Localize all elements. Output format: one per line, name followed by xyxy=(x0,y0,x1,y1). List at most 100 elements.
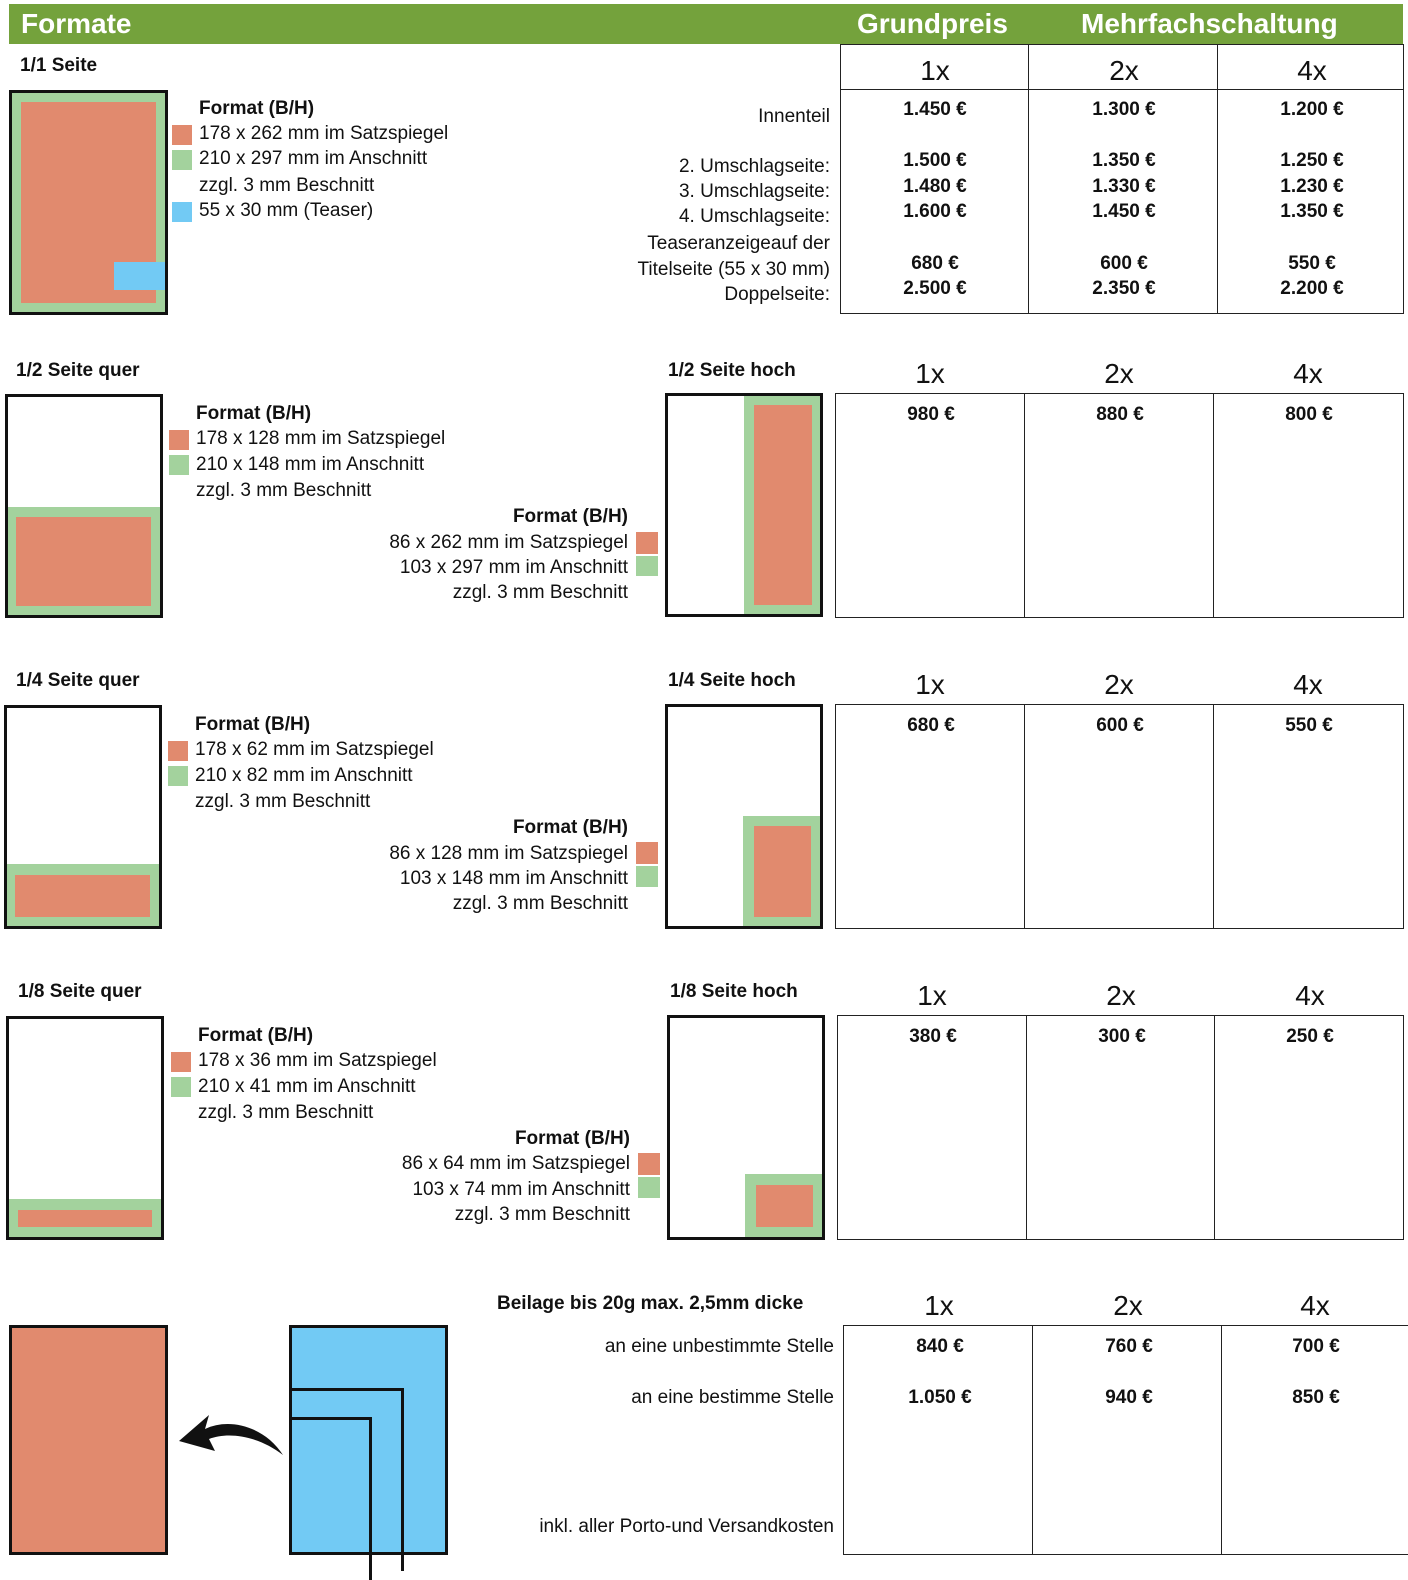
teaser-swatch xyxy=(172,202,192,222)
price-cell: 940 € xyxy=(1105,1387,1153,1408)
price-cell: 1.450 € xyxy=(1092,201,1156,222)
price-cell: 700 € xyxy=(1292,1336,1340,1357)
row-label: 4. Umschlagseite: xyxy=(678,206,830,227)
format-beschnitt: zzgl. 3 mm Beschnitt xyxy=(452,582,628,603)
price-cell: 980 € xyxy=(907,404,955,425)
price-cell: 680 € xyxy=(911,253,959,274)
price-cell: 2.500 € xyxy=(903,278,967,299)
anschnitt-swatch xyxy=(638,1177,660,1198)
col-header-2x: 2x xyxy=(1104,358,1134,389)
header-formate: Formate xyxy=(21,8,132,39)
col-header-1x: 1x xyxy=(917,980,947,1011)
beilage-note: inkl. aller Porto-und Versandkosten xyxy=(539,1516,834,1537)
format-anschnitt: 210 x 297 mm im Anschnitt xyxy=(199,148,428,169)
beilage-row-label: an eine unbestimmte Stelle xyxy=(604,1336,834,1357)
column-divider xyxy=(1026,1016,1027,1239)
page-diagram-1-2-hoch xyxy=(665,393,823,617)
col-header-4x: 4x xyxy=(1293,669,1323,700)
satzspiegel-area xyxy=(754,826,811,917)
format-anschnitt: 103 x 148 mm im Anschnitt xyxy=(399,868,628,889)
row-label: Innenteil xyxy=(758,106,830,127)
price-cell: 2.200 € xyxy=(1280,278,1344,299)
section-title-1-2-quer: 1/2 Seite quer xyxy=(16,360,140,381)
price-cell: 550 € xyxy=(1288,253,1336,274)
section-title-1-4-quer: 1/4 Seite quer xyxy=(16,670,140,691)
format-label: Format (B/H) xyxy=(198,1025,314,1046)
column-divider xyxy=(1032,1326,1033,1554)
col-header-4x: 4x xyxy=(1297,55,1327,86)
col-header-4x: 4x xyxy=(1295,980,1325,1011)
beilage-title: Beilage bis 20g max. 2,5mm dicke xyxy=(497,1293,804,1314)
price-table-1-2: 980 € 880 € 800 € xyxy=(835,393,1404,618)
price-cell: 1.330 € xyxy=(1092,176,1156,197)
col-header-1x: 1x xyxy=(924,1290,954,1321)
column-divider xyxy=(1024,394,1025,617)
page-diagram-1-8-quer xyxy=(6,1016,164,1240)
format-satzspiegel: 86 x 262 mm im Satzspiegel xyxy=(389,532,628,553)
row-label: Teaseranzeigeauf der xyxy=(647,233,830,254)
col-header-4x: 4x xyxy=(1300,1290,1330,1321)
insert-arrow-icon xyxy=(179,1415,283,1455)
price-cell: 1.500 € xyxy=(903,150,967,171)
price-cell: 840 € xyxy=(916,1336,964,1357)
anschnitt-swatch xyxy=(171,1077,191,1097)
format-beschnitt: zzgl. 3 mm Beschnitt xyxy=(454,1204,630,1225)
satzspiegel-area xyxy=(15,875,150,917)
column-divider xyxy=(1213,705,1214,928)
format-label: Format (B/H) xyxy=(196,403,312,424)
price-cell: 1.350 € xyxy=(1280,201,1344,222)
price-cell: 1.050 € xyxy=(908,1387,972,1408)
format-beschnitt: zzgl. 3 mm Beschnitt xyxy=(195,791,371,812)
format-anschnitt: 210 x 41 mm im Anschnitt xyxy=(198,1076,416,1097)
satzspiegel-swatch xyxy=(169,430,189,450)
price-cell: 380 € xyxy=(909,1026,957,1047)
column-divider xyxy=(1217,45,1218,313)
price-cell: 1.480 € xyxy=(903,176,967,197)
teaser-area xyxy=(114,262,165,290)
header-mehrfachschaltung: Mehrfachschaltung xyxy=(1081,8,1338,39)
format-satzspiegel: 178 x 262 mm im Satzspiegel xyxy=(199,123,449,144)
column-divider xyxy=(1024,705,1025,928)
price-table-beilage: 840 € 760 € 700 € 1.050 € 940 € 850 € xyxy=(843,1325,1408,1555)
section-title-1-2-hoch: 1/2 Seite hoch xyxy=(668,360,796,381)
header-bar: Formate Grundpreis Mehrfachschaltung xyxy=(9,4,1403,44)
header-grundpreis: Grundpreis xyxy=(857,8,1008,39)
price-cell: 1.450 € xyxy=(903,99,967,120)
row-label: 2. Umschlagseite: xyxy=(678,156,830,177)
anschnitt-swatch xyxy=(172,150,192,170)
anschnitt-swatch xyxy=(169,455,189,475)
price-cell: 250 € xyxy=(1286,1026,1334,1047)
col-header-2x: 2x xyxy=(1106,980,1136,1011)
format-label: Format (B/H) xyxy=(199,98,315,119)
price-cell: 760 € xyxy=(1105,1336,1153,1357)
price-cell: 850 € xyxy=(1292,1387,1340,1408)
section-title-1-8-quer: 1/8 Seite quer xyxy=(18,981,142,1002)
satzspiegel-swatch xyxy=(636,842,658,864)
format-satzspiegel: 178 x 62 mm im Satzspiegel xyxy=(195,739,434,760)
format-beschnitt: zzgl. 3 mm Beschnitt xyxy=(196,480,372,501)
beilage-row-label: an eine bestimme Stelle xyxy=(631,1387,834,1408)
price-cell: 1.300 € xyxy=(1092,99,1156,120)
insert-sheet xyxy=(289,1388,404,1571)
format-label: Format (B/H) xyxy=(514,1128,630,1149)
format-label: Format (B/H) xyxy=(195,714,311,735)
format-satzspiegel: 86 x 128 mm im Satzspiegel xyxy=(389,843,628,864)
col-header-2x: 2x xyxy=(1109,55,1139,86)
table-header-divider xyxy=(841,89,1403,90)
page-diagram-1-1 xyxy=(9,90,168,315)
price-cell: 2.350 € xyxy=(1092,278,1156,299)
col-header-1x: 1x xyxy=(915,358,945,389)
column-divider xyxy=(1214,1016,1215,1239)
price-cell: 600 € xyxy=(1096,715,1144,736)
beilage-magazine-diagram xyxy=(9,1325,168,1555)
anschnitt-swatch xyxy=(636,556,658,576)
section-title-1-8-hoch: 1/8 Seite hoch xyxy=(670,981,798,1002)
satzspiegel-swatch xyxy=(638,1153,660,1175)
col-header-2x: 2x xyxy=(1104,669,1134,700)
price-table-1-8: 380 € 300 € 250 € xyxy=(837,1015,1404,1240)
satzspiegel-swatch xyxy=(636,532,658,554)
format-anschnitt: 210 x 148 mm im Anschnitt xyxy=(196,454,425,475)
satzspiegel-area xyxy=(756,1185,813,1227)
format-beschnitt: zzgl. 3 mm Beschnitt xyxy=(452,893,628,914)
col-header-1x: 1x xyxy=(920,55,950,86)
